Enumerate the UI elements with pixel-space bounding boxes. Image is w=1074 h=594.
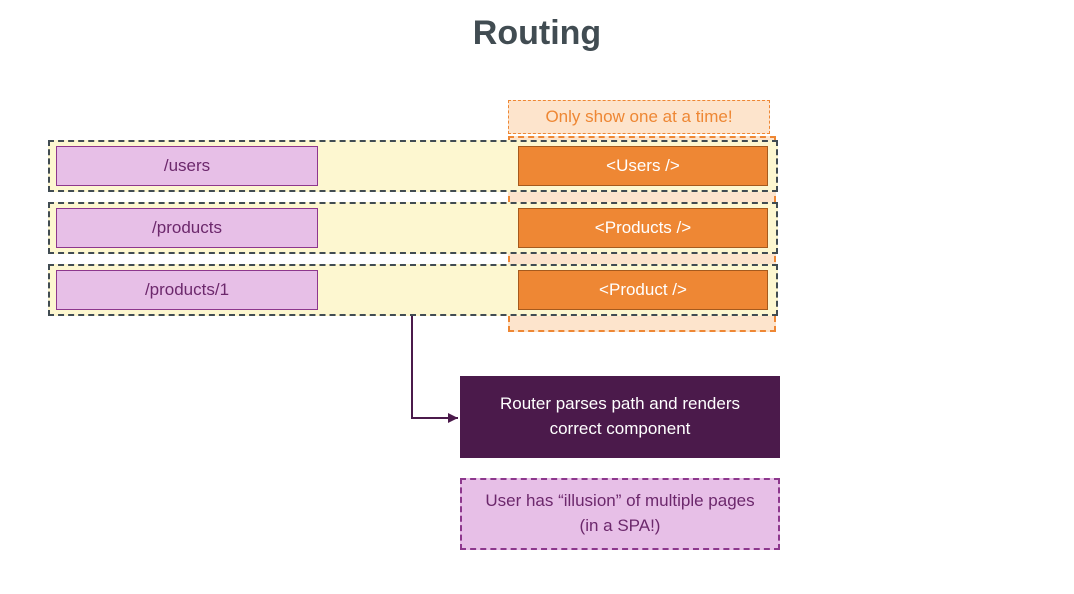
router-description-text: Router parses path and renders correct c… (480, 392, 760, 441)
illusion-text: User has “illusion” of multiple pages (i… (482, 489, 758, 538)
illusion-box: User has “illusion” of multiple pages (i… (460, 478, 780, 550)
router-description-box: Router parses path and renders correct c… (460, 376, 780, 458)
